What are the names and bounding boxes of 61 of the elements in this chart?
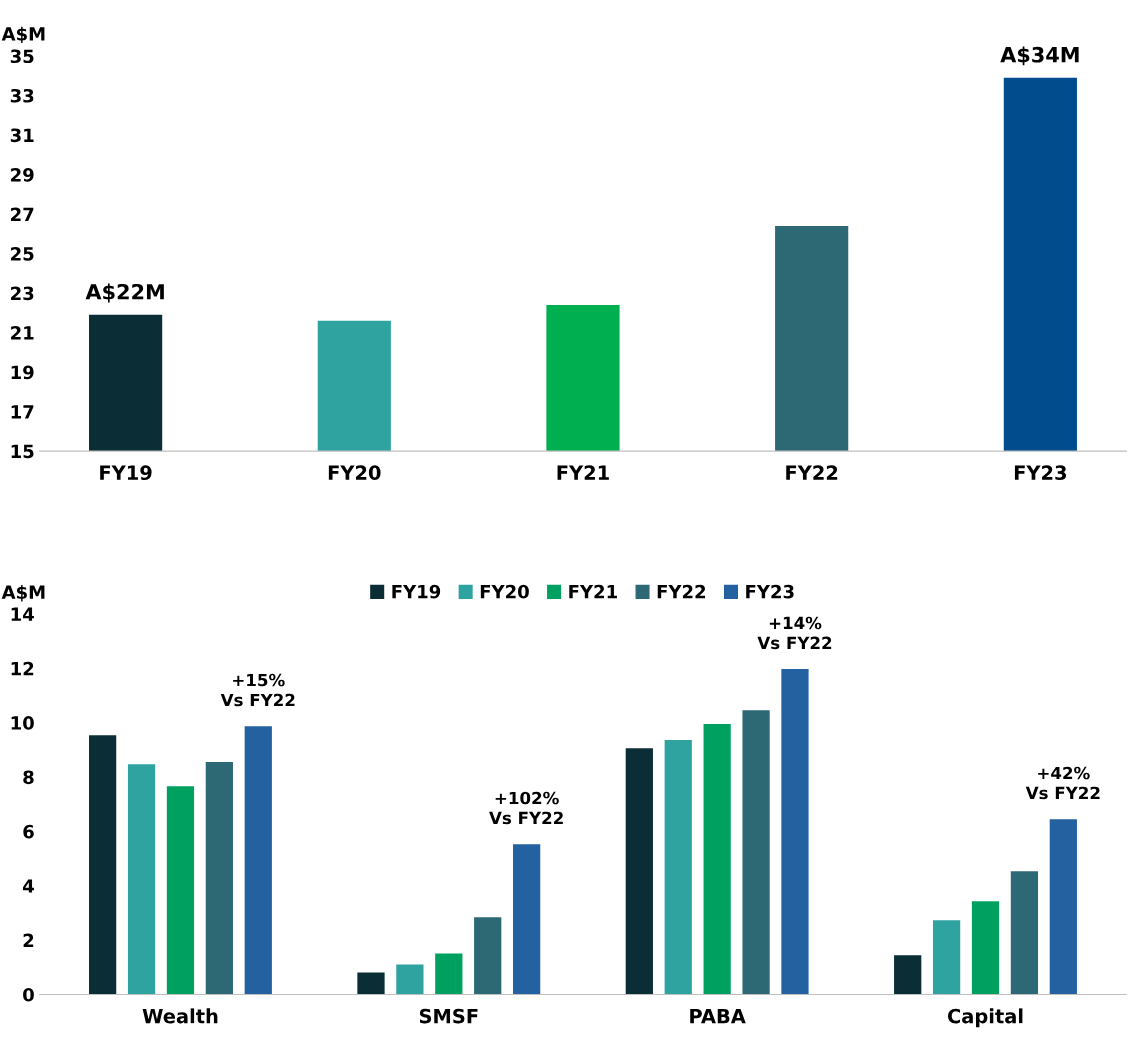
y-tick-label: 31: [10, 128, 34, 143]
legend-label: FY20: [480, 584, 529, 599]
y-tick-label: 19: [11, 365, 34, 380]
y-axis-title: A$M: [1, 585, 45, 602]
y-tick-label: 29: [11, 167, 34, 182]
x-tick-label: Capital: [947, 1008, 1023, 1028]
x-tick-label: FY21: [557, 465, 609, 480]
legend-label: FY19: [392, 584, 441, 599]
bar: [742, 710, 770, 995]
y-tick-label: 15: [11, 444, 34, 459]
annotation: +15% Vs FY22: [220, 673, 295, 707]
legend-label: FY21: [569, 584, 617, 599]
y-tick-label: 6: [23, 824, 34, 839]
bar: [894, 955, 922, 995]
bar: [127, 764, 156, 995]
y-tick-label: 35: [10, 49, 34, 64]
y-tick-label: 10: [11, 716, 34, 730]
bar: [1010, 871, 1039, 995]
annotation: +42% Vs FY22: [1025, 766, 1100, 800]
bar: [513, 844, 541, 995]
y-tick-label: 0: [23, 987, 34, 1002]
bar: [205, 762, 233, 995]
y-tick-label: 21: [11, 326, 34, 340]
bar: [396, 964, 424, 995]
bar: [89, 735, 117, 995]
y-tick-label: 23: [11, 286, 34, 301]
x-tick-label: FY23: [1014, 465, 1067, 481]
data-label: A$22M: [85, 283, 164, 303]
y-tick-label: 17: [11, 405, 34, 419]
y-tick-label: 12: [11, 661, 34, 676]
x-tick-label: Wealth: [142, 1008, 218, 1024]
y-tick-label: 8: [23, 770, 34, 785]
bar: [1049, 819, 1077, 995]
bar: [781, 669, 809, 995]
y-tick-label: 4: [23, 879, 34, 893]
bar: [244, 726, 272, 995]
x-tick-label: FY19: [100, 465, 152, 481]
legend-label: FY23: [746, 584, 794, 599]
y-tick-label: 27: [11, 207, 34, 221]
x-tick-label: SMSF: [419, 1008, 478, 1024]
bar: [664, 740, 692, 995]
bar: [703, 724, 731, 995]
bar: [435, 953, 463, 995]
x-tick-label: FY22: [786, 465, 838, 480]
bar: [625, 748, 653, 995]
y-tick-label: 14: [11, 607, 34, 621]
bar: [932, 920, 961, 995]
annotation: +102% Vs FY22: [489, 791, 563, 825]
y-tick-label: 2: [23, 933, 34, 947]
y-tick-label: 25: [11, 247, 34, 261]
bar: [357, 972, 385, 995]
bar: [971, 901, 1000, 995]
bar: [474, 917, 502, 995]
annotation: +14% Vs FY22: [757, 616, 832, 650]
legend-label: FY22: [657, 584, 706, 599]
bar: [166, 786, 195, 995]
y-axis-title: A$M: [1, 26, 45, 44]
data-label: A$34M: [1000, 46, 1079, 66]
y-tick-label: 33: [10, 88, 34, 103]
x-tick-label: PABA: [690, 1008, 746, 1024]
x-tick-label: FY20: [328, 465, 381, 481]
